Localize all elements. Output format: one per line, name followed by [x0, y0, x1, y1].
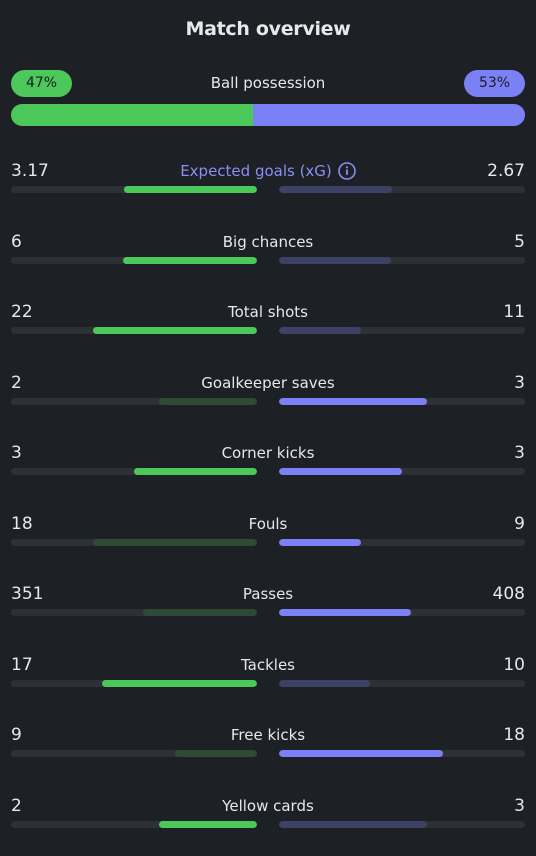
stat-label-text: Yellow cards — [222, 797, 314, 815]
away-value: 3 — [514, 373, 525, 393]
away-value: 10 — [503, 655, 525, 675]
away-value: 408 — [492, 584, 525, 604]
away-value: 5 — [514, 232, 525, 252]
home-bar-fill — [102, 680, 257, 687]
home-bar-track — [11, 186, 257, 193]
away-value: 9 — [514, 514, 525, 534]
home-value: 2 — [11, 373, 22, 393]
stat-row: 3 Corner kicks 3 — [11, 443, 525, 483]
home-value: 3 — [11, 443, 22, 463]
away-value: 18 — [503, 725, 525, 745]
home-bar-track — [11, 680, 257, 687]
home-bar-fill — [143, 609, 257, 616]
away-bar-fill — [279, 257, 391, 264]
home-bar-fill — [92, 539, 257, 546]
stat-label: Corner kicks — [11, 443, 525, 463]
home-value: 3.17 — [11, 161, 49, 181]
home-value: 17 — [11, 655, 33, 675]
away-value: 11 — [503, 302, 525, 322]
away-bar-track — [279, 821, 525, 828]
home-value: 18 — [11, 514, 33, 534]
home-bar-track — [11, 821, 257, 828]
home-bar-track — [11, 327, 257, 334]
home-bar-track — [11, 539, 257, 546]
away-value: 3 — [514, 796, 525, 816]
away-bar-fill — [279, 609, 412, 616]
stat-label: Yellow cards — [11, 796, 525, 816]
stat-label-text: Tackles — [240, 656, 296, 674]
away-bar-fill — [279, 186, 393, 193]
away-bar-track — [279, 257, 525, 264]
home-bar-track — [11, 609, 257, 616]
away-bar-fill — [279, 750, 444, 757]
possession-bar — [11, 104, 525, 126]
away-bar-fill — [279, 327, 361, 334]
home-bar-track — [11, 257, 257, 264]
stat-label: Big chances — [11, 232, 525, 252]
stat-row: 2 Yellow cards 3 — [11, 796, 525, 836]
stat-label-text: Goalkeeper saves — [201, 374, 335, 392]
home-value: 2 — [11, 796, 22, 816]
home-bar-fill — [124, 186, 257, 193]
possession-label: Ball possession — [210, 74, 326, 92]
away-possession-segment — [252, 104, 525, 126]
away-bar-track — [279, 398, 525, 405]
away-value: 3 — [514, 443, 525, 463]
home-bar-track — [11, 468, 257, 475]
home-value: 351 — [11, 584, 44, 604]
away-bar-fill — [279, 468, 402, 475]
stat-label-text: Total shots — [228, 303, 308, 321]
away-bar-fill — [279, 539, 361, 546]
home-bar-track — [11, 750, 257, 757]
stat-row: 17 Tackles 10 — [11, 655, 525, 695]
stat-label[interactable]: Expected goals (xG) — [11, 161, 525, 181]
stat-label: Goalkeeper saves — [11, 373, 525, 393]
info-icon[interactable] — [337, 162, 356, 180]
stat-row: 3.17 Expected goals (xG) 2.67 — [11, 161, 525, 201]
stat-row: 6 Big chances 5 — [11, 232, 525, 272]
away-bar-track — [279, 327, 525, 334]
away-bar-track — [279, 609, 525, 616]
home-bar-fill — [92, 327, 257, 334]
stat-label-text: Free kicks — [230, 726, 306, 744]
home-value: 9 — [11, 725, 22, 745]
away-bar-track — [279, 468, 525, 475]
stat-row: 22 Total shots 11 — [11, 302, 525, 342]
page-title: Match overview — [185, 18, 351, 40]
stat-label-text: Passes — [242, 585, 294, 603]
home-value: 6 — [11, 232, 22, 252]
away-possession-badge: 53% — [464, 70, 525, 97]
away-bar-track — [279, 680, 525, 687]
possession-header: 47% Ball possession 53% — [11, 70, 525, 98]
stat-row: 2 Goalkeeper saves 3 — [11, 373, 525, 413]
home-value: 22 — [11, 302, 33, 322]
stat-label-text: Fouls — [248, 515, 288, 533]
stat-label: Passes — [11, 584, 525, 604]
away-bar-track — [279, 750, 525, 757]
home-possession-segment — [11, 104, 253, 126]
stat-label-text: Big chances — [222, 233, 314, 251]
away-value: 2.67 — [487, 161, 525, 181]
stat-label-text: Expected goals (xG) — [180, 162, 332, 180]
away-bar-track — [279, 186, 525, 193]
home-bar-fill — [134, 468, 257, 475]
away-bar-track — [279, 539, 525, 546]
away-bar-fill — [279, 398, 427, 405]
stat-row: 18 Fouls 9 — [11, 514, 525, 554]
away-bar-fill — [279, 821, 427, 828]
stat-row: 9 Free kicks 18 — [11, 725, 525, 765]
stat-label: Free kicks — [11, 725, 525, 745]
home-bar-fill — [122, 257, 257, 264]
stat-label: Tackles — [11, 655, 525, 675]
stat-row: 351 Passes 408 — [11, 584, 525, 624]
home-bar-fill — [158, 398, 257, 405]
away-bar-fill — [279, 680, 371, 687]
home-bar-track — [11, 398, 257, 405]
stat-label: Fouls — [11, 514, 525, 534]
home-possession-badge: 47% — [11, 70, 72, 97]
stat-label-text: Corner kicks — [221, 444, 315, 462]
home-bar-fill — [175, 750, 257, 757]
stat-label: Total shots — [11, 302, 525, 322]
home-bar-fill — [158, 821, 257, 828]
